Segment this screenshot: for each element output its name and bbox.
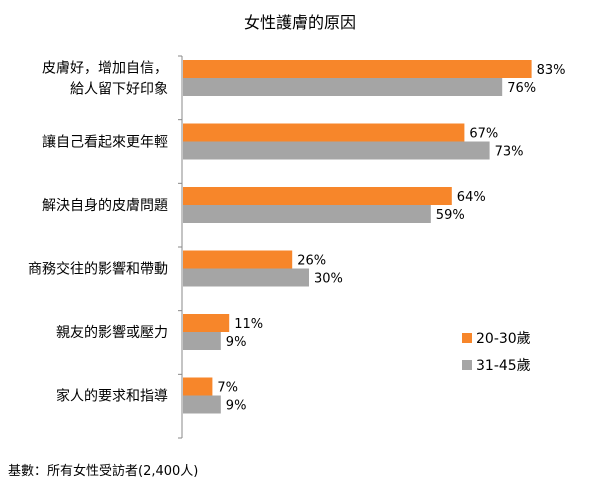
data-label: 73% bbox=[495, 145, 524, 160]
legend-label: 31-45歲 bbox=[476, 358, 531, 374]
data-label: 7% bbox=[217, 381, 238, 396]
footnote: 基數：所有女性受訪者(2,400人) bbox=[8, 463, 198, 479]
data-label: 83% bbox=[537, 63, 566, 78]
category-label: 家人的要求和指導 bbox=[56, 388, 168, 405]
category-label-line: 給人留下好印象 bbox=[70, 82, 168, 98]
data-label: 67% bbox=[469, 127, 498, 142]
plot-area: 皮膚好，增加自信， 給人留下好印象 83%76% 讓自己看起來更年輕 67% 73% 解決自… bbox=[28, 55, 566, 439]
data-label: 64% bbox=[457, 190, 486, 205]
bar-series2 bbox=[183, 205, 431, 223]
data-label: 9% bbox=[226, 399, 247, 414]
legend-swatch bbox=[462, 333, 472, 343]
chart-title: 女性護膚的原因 bbox=[244, 13, 356, 32]
category-label: 親友的影響或壓力 bbox=[56, 324, 168, 341]
legend-swatch bbox=[462, 360, 472, 370]
bar-series1 bbox=[183, 60, 532, 78]
category-label: 皮膚好，增加自信， 給人留下好印象 bbox=[42, 61, 168, 98]
category-label-line: 解決自身的皮膚問題 bbox=[42, 198, 168, 214]
bar-series2 bbox=[183, 268, 309, 287]
category-label: 商務交往的影響和帶動 bbox=[28, 261, 168, 278]
bar-series2 bbox=[183, 78, 503, 96]
data-label: 9% bbox=[226, 335, 247, 350]
bar-series2 bbox=[183, 395, 221, 414]
bar-series1 bbox=[183, 187, 452, 205]
data-label: 30% bbox=[314, 272, 343, 287]
bar-series2 bbox=[183, 332, 221, 350]
category-label-line: 親友的影響或壓力 bbox=[56, 324, 168, 341]
category-label-line: 家人的要求和指導 bbox=[56, 388, 168, 405]
legend-label: 20-30歲 bbox=[476, 331, 531, 347]
data-label: 26% bbox=[297, 254, 326, 269]
category-label: 解決自身的皮膚問題 bbox=[42, 198, 168, 214]
data-label: 59% bbox=[436, 208, 465, 223]
category-label-line: 皮膚好，增加自信， bbox=[42, 61, 168, 77]
category-label-line: 商務交往的影響和帶動 bbox=[28, 261, 168, 278]
category-label: 讓自己看起來更年輕 bbox=[42, 134, 168, 151]
bar-series2 bbox=[183, 141, 490, 160]
legend: 20-30歲 31-45歲 bbox=[462, 331, 531, 374]
data-label: 11% bbox=[234, 317, 263, 332]
bar-series1 bbox=[183, 377, 213, 396]
bar-series1 bbox=[183, 250, 293, 269]
data-label: 76% bbox=[507, 81, 536, 96]
category-label-line: 讓自己看起來更年輕 bbox=[42, 134, 168, 151]
bar-series1 bbox=[183, 314, 230, 332]
bar-series1 bbox=[183, 123, 465, 142]
